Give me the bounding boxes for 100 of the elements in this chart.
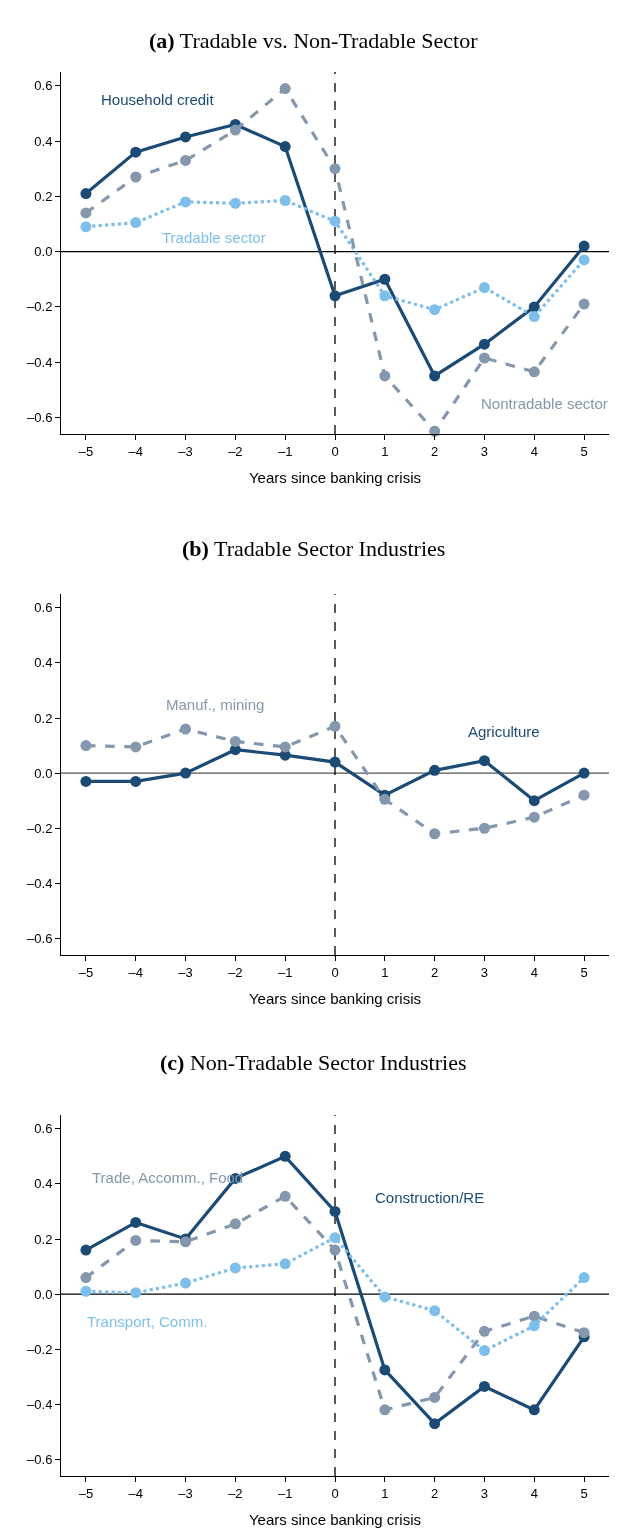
x-tick-label: 4 xyxy=(530,1485,538,1501)
point xyxy=(130,775,142,787)
point xyxy=(180,767,192,779)
point xyxy=(80,740,92,752)
x-tick-label: –5 xyxy=(78,964,94,980)
point xyxy=(329,1205,341,1217)
point xyxy=(578,1327,590,1339)
x-tick-label: –3 xyxy=(178,964,193,980)
point xyxy=(130,1234,142,1246)
x-tick-label: –5 xyxy=(78,1485,94,1501)
x-axis-title: Years since banking crisis xyxy=(248,1510,422,1528)
point xyxy=(130,1216,142,1228)
point xyxy=(130,1287,142,1299)
point xyxy=(578,298,590,310)
point xyxy=(130,741,142,753)
point xyxy=(429,828,441,840)
series-label: Nontradable sector xyxy=(481,395,608,412)
x-tick-label: 3 xyxy=(480,1485,489,1501)
x-tick-label: 3 xyxy=(480,964,489,980)
y-tick-label: 0.6 xyxy=(34,78,53,94)
x-tick-label: 5 xyxy=(580,443,588,459)
y-tick-label: 0.2 xyxy=(34,710,53,726)
point xyxy=(80,207,92,219)
series-label: Tradable sector xyxy=(162,229,266,246)
series-label: Transport, Comm. xyxy=(87,1313,208,1330)
y-tick-label: –0.4 xyxy=(27,1396,53,1412)
x-tick-label: –1 xyxy=(277,443,293,459)
point xyxy=(130,171,142,183)
point xyxy=(528,795,540,807)
y-tick-label: –0.4 xyxy=(27,354,53,370)
point xyxy=(478,338,490,350)
y-tick-label: 0.6 xyxy=(34,1121,53,1137)
x-tick-label: –3 xyxy=(178,1485,193,1501)
x-tick-label: 1 xyxy=(381,1485,389,1501)
y-tick-label: 0.0 xyxy=(34,244,53,260)
x-tick-label: 0 xyxy=(331,443,339,459)
x-tick-label: 3 xyxy=(480,443,489,459)
point xyxy=(478,1345,490,1357)
y-tick-label: –0.2 xyxy=(27,299,53,315)
x-tick-label: 5 xyxy=(580,1485,588,1501)
x-tick-label: –1 xyxy=(277,964,293,980)
point xyxy=(528,366,540,378)
series-label: Agriculture xyxy=(468,723,540,740)
x-tick-label: 2 xyxy=(431,964,439,980)
x-axis-title: Years since banking crisis xyxy=(248,989,422,1007)
point xyxy=(80,775,92,787)
point xyxy=(130,146,142,158)
point xyxy=(279,195,291,206)
point xyxy=(279,141,291,153)
point xyxy=(229,735,241,747)
point xyxy=(180,131,192,143)
y-tick-label: –0.4 xyxy=(27,875,53,891)
x-tick-label: –5 xyxy=(78,443,94,459)
series-label: Manuf., mining xyxy=(166,696,265,713)
point xyxy=(528,811,540,823)
point xyxy=(429,1305,441,1317)
point xyxy=(528,1310,540,1322)
y-tick-label: 0.2 xyxy=(34,188,53,204)
y-tick-label: –0.2 xyxy=(27,1341,53,1357)
point xyxy=(329,215,341,227)
y-tick-label: 0.0 xyxy=(34,765,53,781)
point xyxy=(229,1218,241,1230)
point xyxy=(478,822,490,834)
point xyxy=(80,1244,92,1256)
y-tick-label: 0.2 xyxy=(34,1231,53,1247)
point xyxy=(528,311,540,323)
point xyxy=(379,793,391,805)
x-tick-label: 0 xyxy=(331,1485,339,1501)
y-tick-label: –0.6 xyxy=(27,931,53,947)
x-axis-title: Years since banking crisis xyxy=(248,468,422,486)
x-tick-label: 2 xyxy=(431,1485,439,1501)
y-tick-label: –0.6 xyxy=(27,409,53,425)
point xyxy=(229,197,241,209)
point xyxy=(528,1404,540,1416)
point xyxy=(379,290,391,302)
x-tick-label: –4 xyxy=(128,443,143,459)
point xyxy=(130,217,142,229)
point xyxy=(429,1418,441,1430)
y-tick-label: 0.4 xyxy=(34,1176,53,1192)
x-tick-label: 4 xyxy=(530,964,538,980)
point xyxy=(578,240,590,252)
point xyxy=(478,1325,490,1337)
point xyxy=(329,756,341,768)
point xyxy=(578,254,590,266)
text: Construction/RE xyxy=(375,1189,485,1206)
point xyxy=(80,1285,92,1297)
point xyxy=(429,370,441,382)
point xyxy=(528,1320,540,1332)
y-tick-label: 0.0 xyxy=(34,1286,53,1302)
series-label: Household credit xyxy=(101,91,215,108)
point xyxy=(279,83,291,95)
point xyxy=(578,1272,590,1284)
point xyxy=(80,1272,92,1284)
point xyxy=(379,1291,391,1303)
point xyxy=(329,290,341,302)
point xyxy=(578,789,590,801)
point xyxy=(478,755,490,767)
point xyxy=(329,163,341,175)
point xyxy=(329,1232,341,1244)
point xyxy=(478,352,490,364)
